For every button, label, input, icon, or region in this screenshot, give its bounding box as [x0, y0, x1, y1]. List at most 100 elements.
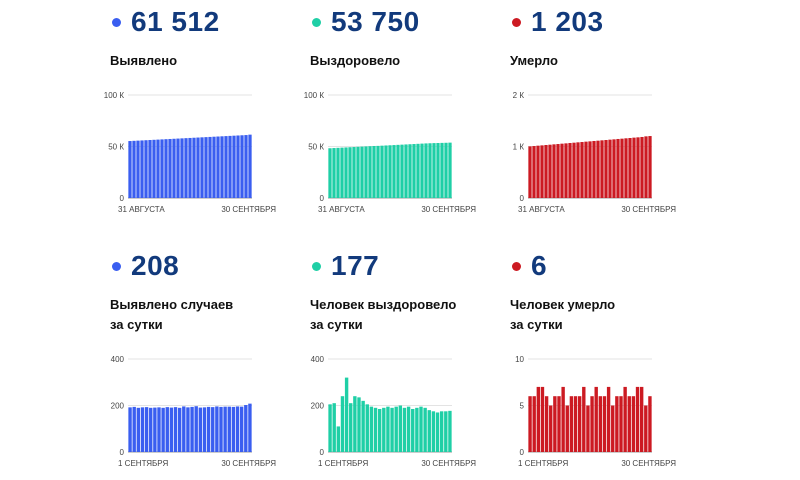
bullet-dot	[512, 17, 521, 27]
bar	[224, 136, 228, 198]
stat-value: 1 203	[531, 6, 604, 37]
bar	[412, 144, 416, 198]
bar	[348, 147, 352, 198]
bar-chart: 100 К 50 К 0 31 АВГУСТА 30 СЕНТЯБРЯ	[304, 91, 476, 214]
bar	[369, 406, 374, 452]
bar	[184, 138, 188, 198]
x-end-label: 30 СЕНТЯБРЯ	[621, 205, 676, 214]
bar	[532, 396, 536, 452]
bar	[388, 145, 392, 198]
bar	[361, 400, 365, 452]
bar	[552, 144, 556, 198]
bar	[160, 139, 164, 198]
bar	[408, 144, 412, 198]
y-tick-label: 0	[120, 194, 125, 203]
bar	[420, 143, 424, 198]
bar	[248, 403, 252, 452]
bar	[444, 411, 448, 452]
bar	[164, 139, 168, 198]
bar	[635, 386, 640, 452]
bar	[648, 136, 652, 198]
bar	[165, 407, 169, 452]
bar	[377, 408, 382, 452]
bar	[396, 144, 400, 198]
bar	[176, 138, 180, 198]
bar	[186, 407, 190, 452]
x-start-label: 1 СЕНТЯБРЯ	[118, 459, 168, 468]
bar	[168, 138, 172, 198]
bar-chart: 100 К 50 К 0 31 АВГУСТА 30 СЕНТЯБРЯ	[104, 91, 276, 214]
bar	[615, 396, 619, 452]
bar	[136, 407, 141, 452]
bar	[436, 142, 440, 198]
x-end-label: 30 СЕНТЯБРЯ	[221, 459, 276, 468]
bar	[336, 426, 341, 452]
bar	[240, 135, 244, 198]
stat-label: Выздоровело	[310, 53, 401, 68]
bar	[173, 407, 178, 452]
bar	[232, 135, 236, 198]
bar	[172, 138, 176, 198]
bar	[406, 406, 411, 452]
bar	[644, 136, 648, 198]
bar	[349, 403, 353, 452]
bar	[161, 407, 165, 452]
bar	[364, 146, 368, 198]
bar	[386, 406, 390, 452]
bar	[344, 377, 349, 452]
y-tick-label: 400	[311, 355, 325, 364]
bar	[365, 404, 369, 452]
bar	[548, 144, 552, 198]
bar	[128, 141, 132, 198]
bar	[231, 406, 236, 452]
bar	[394, 406, 398, 452]
bar	[244, 135, 248, 198]
bar	[624, 138, 628, 198]
bar	[169, 407, 174, 452]
bar	[572, 142, 576, 198]
bar	[582, 386, 586, 452]
bar	[144, 407, 149, 452]
stat-label: Умерло	[510, 53, 558, 68]
y-tick-label: 100 К	[104, 91, 125, 100]
bar	[532, 146, 536, 198]
bar	[208, 136, 212, 198]
bar	[198, 407, 203, 452]
bar	[248, 134, 252, 198]
bar	[536, 386, 541, 452]
bar	[177, 407, 182, 452]
bar	[439, 411, 444, 452]
x-start-label: 1 СЕНТЯБРЯ	[318, 459, 368, 468]
bar	[194, 406, 198, 452]
bar-chart: 400 200 0 1 СЕНТЯБРЯ 30 СЕНТЯБРЯ	[111, 355, 277, 468]
y-tick-label: 10	[515, 355, 524, 364]
bar	[380, 145, 384, 198]
bar	[576, 142, 580, 198]
bar	[211, 407, 215, 452]
bar	[128, 407, 132, 452]
stat-label-line2: за сутки	[310, 317, 363, 332]
bar	[565, 405, 569, 452]
bar	[132, 140, 136, 198]
bar	[648, 396, 652, 452]
bar	[215, 406, 219, 452]
bar	[212, 136, 216, 198]
x-start-label: 31 АВГУСТА	[118, 205, 165, 214]
bar	[561, 386, 565, 452]
stat-value: 53 750	[331, 6, 420, 37]
bar	[328, 148, 332, 198]
bar	[592, 140, 596, 198]
bar	[157, 407, 161, 452]
bar	[639, 386, 644, 452]
bar	[628, 138, 632, 198]
bar	[340, 147, 344, 198]
bar	[536, 145, 540, 198]
bar	[404, 144, 408, 198]
y-tick-label: 50 К	[108, 143, 124, 152]
bullet-dot	[312, 261, 321, 271]
stat-header: 61 512	[110, 5, 220, 39]
bar	[619, 396, 623, 452]
bar	[149, 407, 153, 452]
bar	[528, 146, 532, 198]
stat-value: 177	[331, 250, 380, 281]
